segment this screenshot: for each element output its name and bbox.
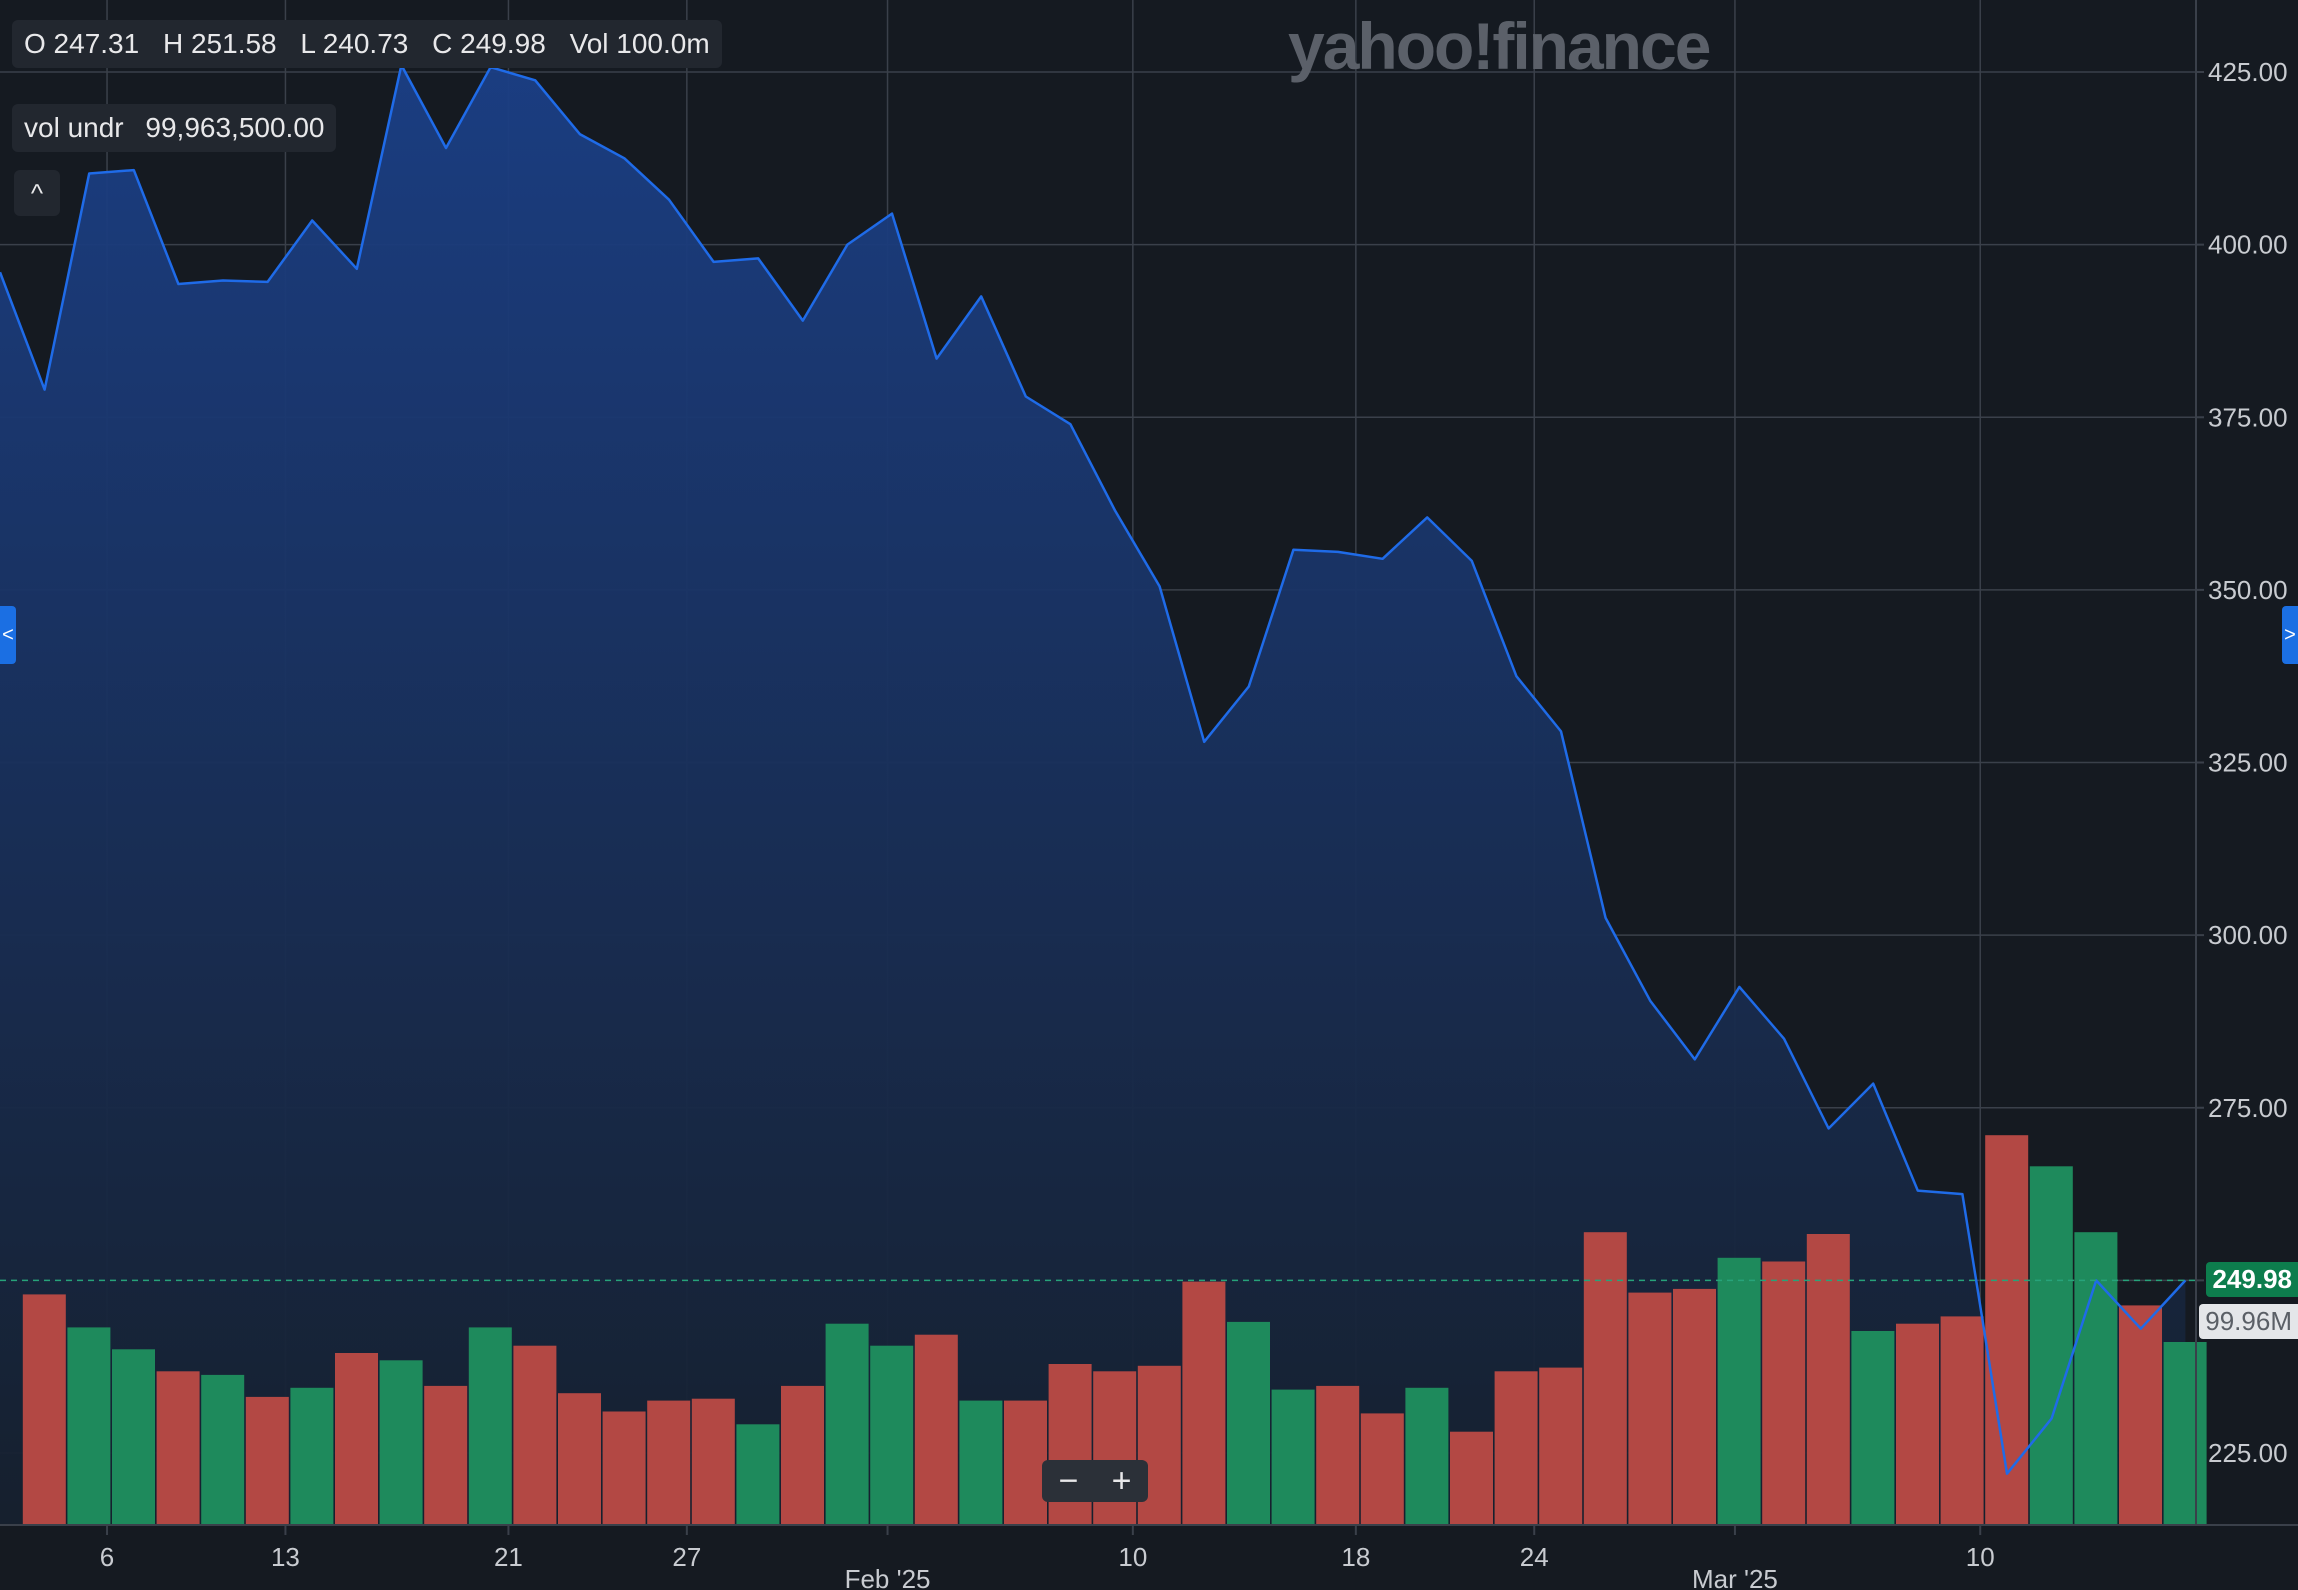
- volume-bar: [245, 1396, 289, 1525]
- volume-bar: [290, 1387, 334, 1526]
- volume-bar: [67, 1327, 111, 1525]
- volume-bar: [424, 1385, 468, 1525]
- high-value: H 251.58: [162, 28, 277, 59]
- volume-bar: [513, 1345, 557, 1525]
- volume-bar: [825, 1323, 869, 1525]
- scroll-right-handle[interactable]: >: [2282, 606, 2298, 664]
- y-tick-label: 275.00: [2208, 1093, 2288, 1123]
- low-value: L 240.73: [300, 28, 409, 59]
- volume-bar: [1806, 1234, 1850, 1525]
- volume-bar: [1583, 1232, 1627, 1525]
- volume-bar: [201, 1374, 245, 1525]
- y-tick-label: 375.00: [2208, 402, 2288, 432]
- volume-bar: [1360, 1413, 1404, 1525]
- volume-bar: [1985, 1135, 2029, 1525]
- price-area: [0, 65, 2186, 1526]
- volume-bar: [335, 1353, 378, 1525]
- x-tick-label: 27: [672, 1542, 701, 1572]
- x-tick-label: Feb '25: [845, 1564, 931, 1590]
- yahoo-finance-watermark: yahoo!finance: [1288, 9, 1711, 83]
- volume-bar: [736, 1424, 780, 1525]
- x-tick-label: 10: [1966, 1542, 1995, 1572]
- y-tick-label: 225.00: [2208, 1438, 2288, 1468]
- x-tick-label: 21: [494, 1542, 523, 1572]
- volume-bar: [1896, 1323, 1939, 1525]
- collapse-legend-button[interactable]: ^: [14, 170, 60, 216]
- volume-value: Vol 100.0m: [569, 28, 710, 59]
- volume-bar: [1628, 1292, 1672, 1525]
- volume-bar: [558, 1393, 601, 1525]
- scroll-left-handle[interactable]: <: [0, 606, 16, 664]
- volume-bar: [1673, 1288, 1716, 1525]
- volume-bar: [112, 1349, 155, 1525]
- volume-bar: [1405, 1387, 1449, 1526]
- volume-bar: [602, 1411, 646, 1525]
- volume-bar: [1227, 1321, 1270, 1525]
- volume-bar: [2119, 1305, 2162, 1525]
- zoom-controls: − +: [1042, 1460, 1148, 1502]
- close-value: C 249.98: [432, 28, 546, 59]
- zoom-in-button[interactable]: +: [1111, 1462, 1132, 1500]
- y-tick-label: 400.00: [2208, 230, 2288, 260]
- volume-bar: [914, 1334, 958, 1525]
- volume-bar: [870, 1345, 914, 1525]
- open-value: O 247.31: [24, 28, 140, 59]
- y-tick-label: 350.00: [2208, 575, 2288, 605]
- volume-bar: [2163, 1342, 2207, 1525]
- x-tick-label: 18: [1341, 1542, 1370, 1572]
- volume-bar: [156, 1371, 200, 1525]
- volume-bar: [2074, 1232, 2118, 1525]
- volume-indicator-legend: vol undr 99,963,500.00: [12, 104, 337, 152]
- volume-bar: [1450, 1431, 1493, 1525]
- volume-bar: [1004, 1400, 1047, 1525]
- volume-bar: [1717, 1257, 1761, 1525]
- volume-bar: [959, 1400, 1003, 1525]
- y-tick-label: 425.00: [2208, 57, 2288, 87]
- last-price-label: 249.98: [2206, 1262, 2298, 1297]
- volume-bar: [781, 1385, 824, 1525]
- volume-bar: [1539, 1367, 1583, 1525]
- volume-bar: [1762, 1261, 1806, 1525]
- volume-bar: [2029, 1166, 2073, 1525]
- volume-bar: [22, 1294, 66, 1525]
- ohlc-legend: O 247.31 H 251.58 L 240.73 C 249.98 Vol …: [12, 20, 722, 68]
- x-tick-label: 6: [100, 1542, 114, 1572]
- x-tick-label: 10: [1118, 1542, 1147, 1572]
- volume-indicator-value: 99,963,500.00: [145, 112, 325, 143]
- x-tick-label: 13: [271, 1542, 300, 1572]
- volume-bar: [1494, 1371, 1538, 1525]
- zoom-out-button[interactable]: −: [1058, 1462, 1079, 1500]
- volume-indicator-label: vol undr: [24, 112, 124, 143]
- volume-bar: [1940, 1316, 1984, 1525]
- x-tick-label: Mar '25: [1692, 1564, 1778, 1590]
- volume-bar: [1182, 1281, 1226, 1525]
- x-tick-label: 24: [1520, 1542, 1549, 1572]
- volume-bar: [1271, 1389, 1315, 1525]
- y-tick-label: 325.00: [2208, 748, 2288, 778]
- volume-bar: [1851, 1331, 1895, 1525]
- volume-bar: [468, 1327, 512, 1525]
- volume-bar: [691, 1398, 735, 1525]
- last-volume-label: 99.96M: [2199, 1304, 2298, 1339]
- y-tick-label: 300.00: [2208, 920, 2288, 950]
- volume-bar: [379, 1360, 423, 1525]
- price-line: [0, 63, 2187, 1475]
- volume-bar: [1316, 1385, 1360, 1525]
- volume-bar: [647, 1400, 691, 1525]
